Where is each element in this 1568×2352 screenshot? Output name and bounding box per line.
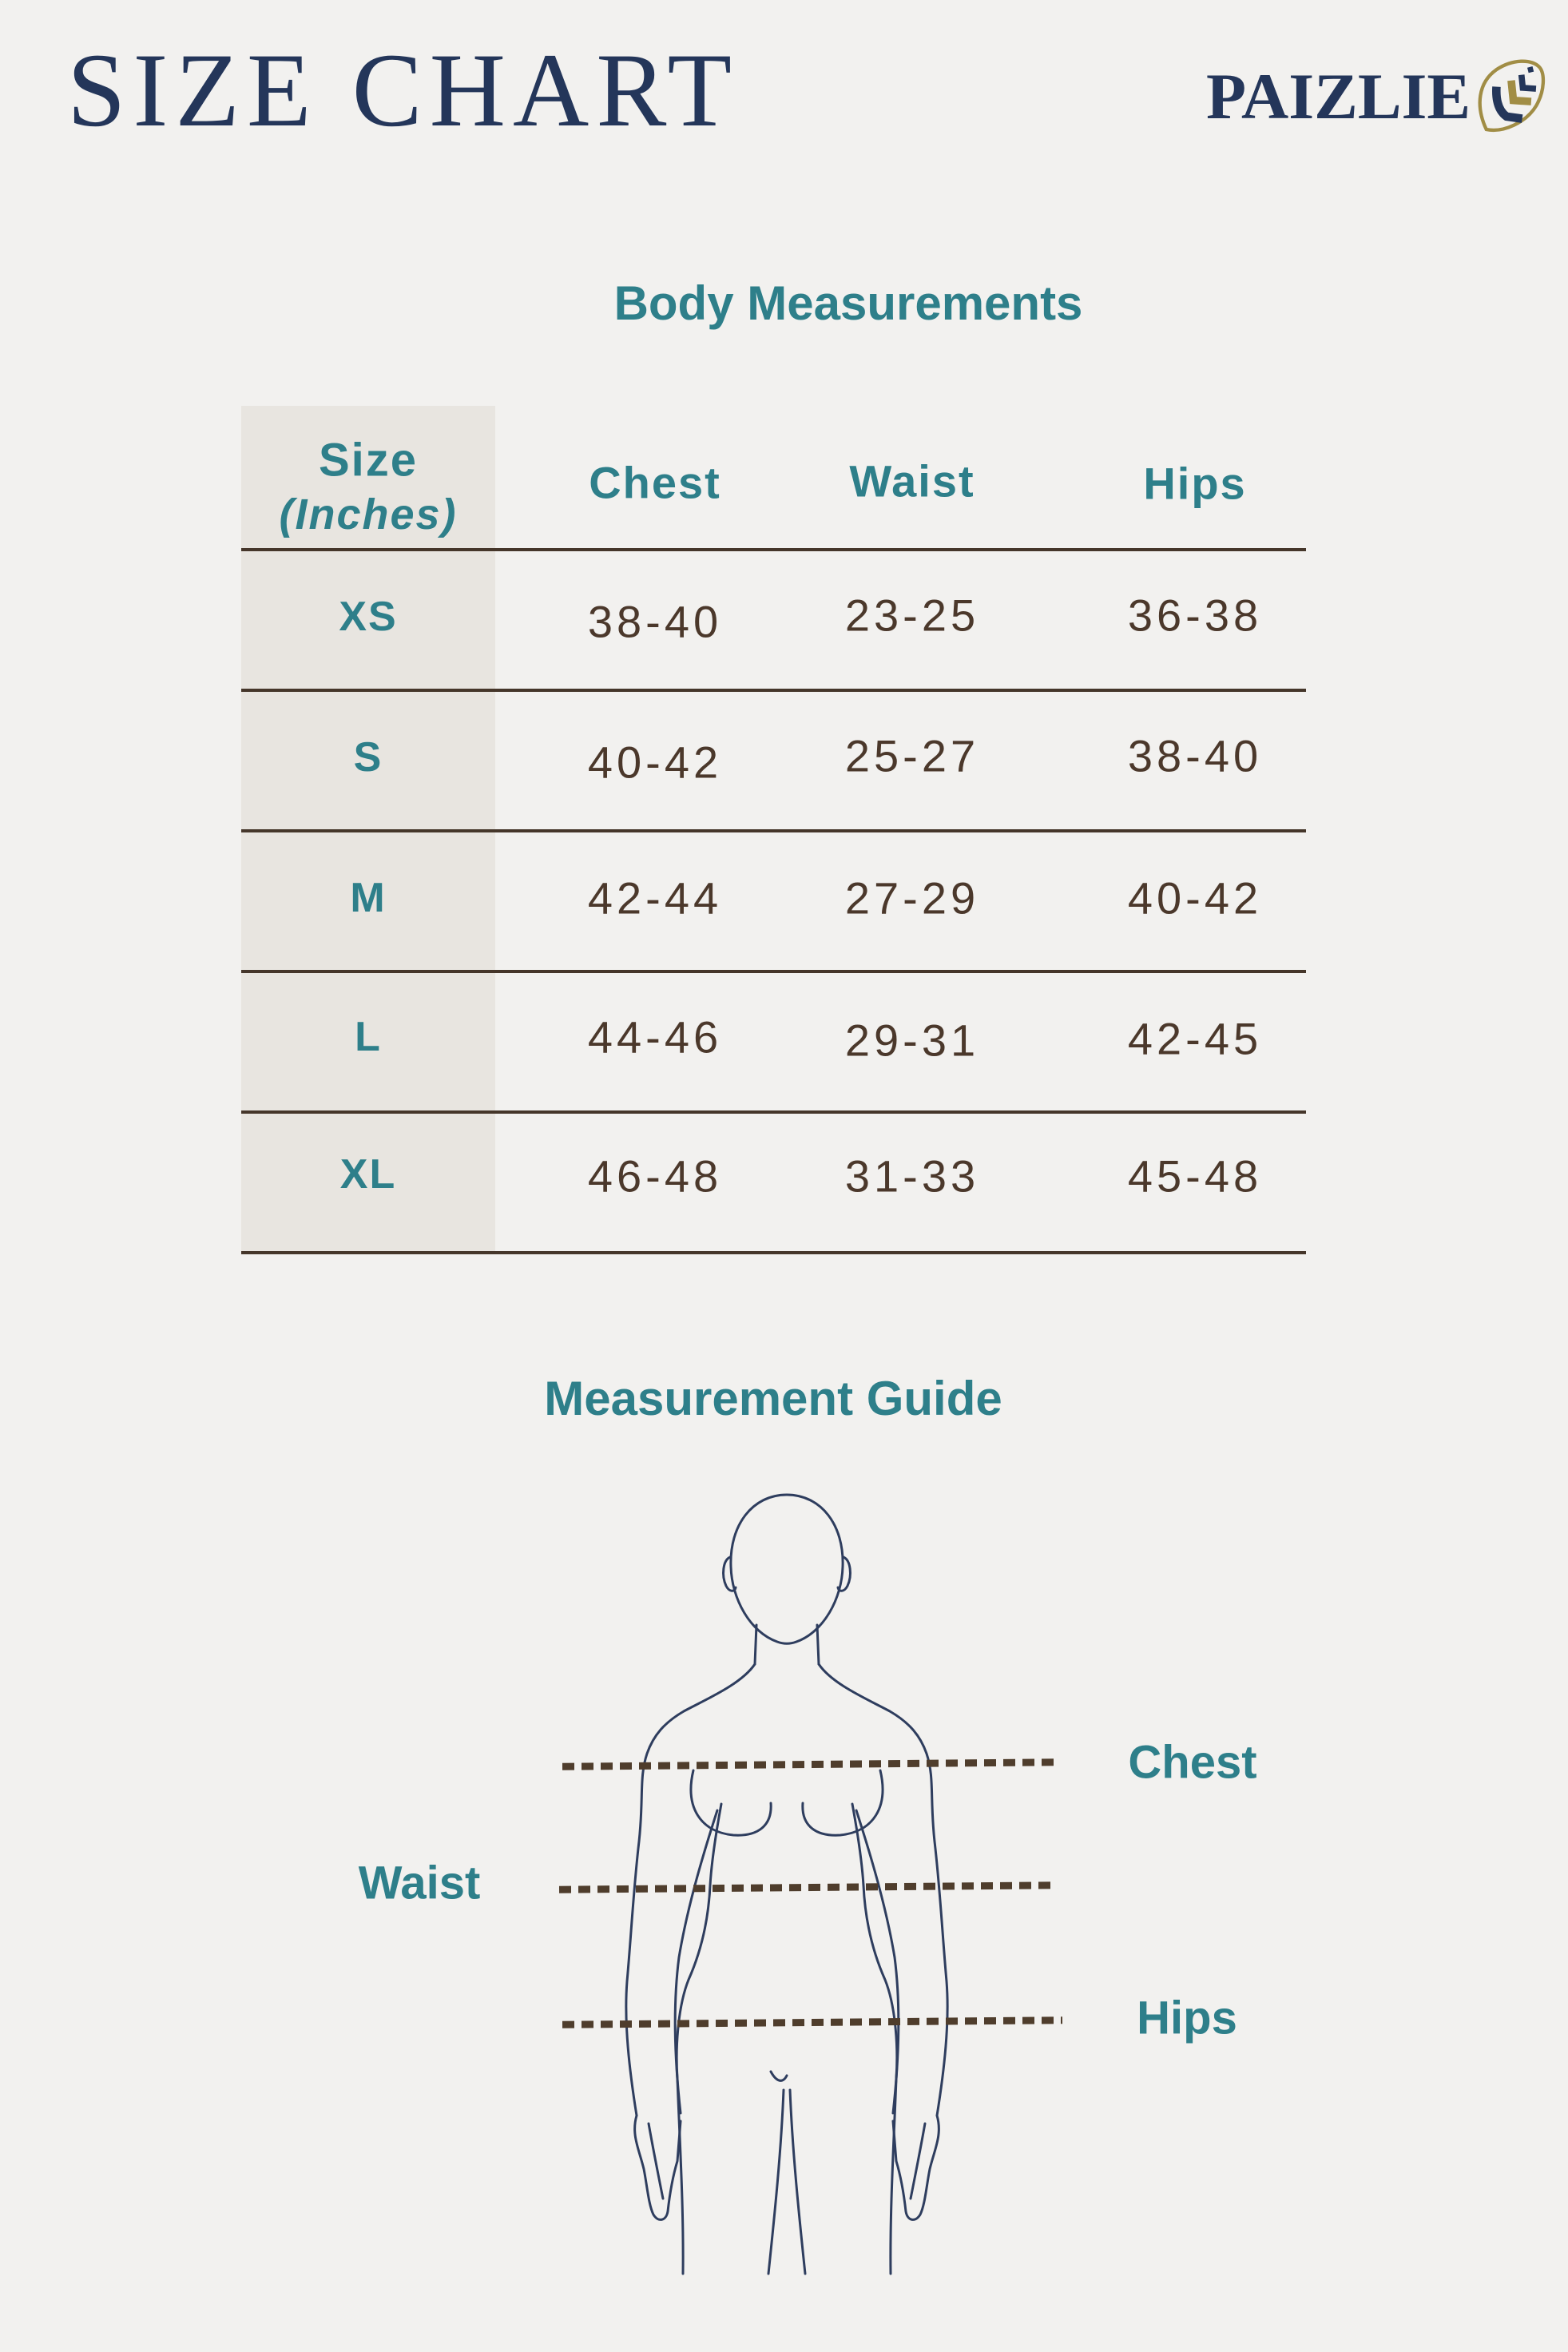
leaf-monogram-icon: [1478, 59, 1546, 132]
cell-waist: 25-27: [844, 730, 980, 781]
body-outline-figure: [625, 1493, 949, 2275]
cell-hips: 42-45: [1127, 1013, 1263, 1064]
cell-chest: 44-46: [587, 1011, 723, 1063]
guide-label-waist: Waist: [358, 1857, 481, 1909]
col-header-chest: Chest: [589, 457, 721, 508]
figure-head: [729, 1493, 844, 1645]
table-rule: [241, 548, 1306, 551]
cell-hips: 38-40: [1127, 730, 1263, 781]
body-measurements-title: Body Measurements: [613, 276, 1083, 330]
cell-chest: 40-42: [587, 737, 723, 788]
cell-waist: 29-31: [844, 1015, 980, 1066]
table-rule: [241, 1110, 1306, 1114]
col-header-size-units: (Inches): [279, 491, 458, 538]
measurement-guide-title: Measurement Guide: [544, 1372, 1002, 1425]
col-header-hips: Hips: [1143, 458, 1247, 509]
page-title: SIZE CHART: [67, 31, 740, 149]
cell-hips: 36-38: [1127, 590, 1263, 641]
brand-wordmark: PAIZLIE: [1206, 60, 1471, 133]
cell-waist: 27-29: [844, 872, 980, 924]
row-size-label: S: [353, 734, 383, 781]
table-rule: [241, 1251, 1306, 1254]
table-rule: [241, 970, 1306, 973]
figure-ear-left: [722, 1555, 737, 1592]
row-size-label: XS: [339, 594, 398, 640]
cell-hips: 40-42: [1127, 872, 1263, 924]
cell-chest: 46-48: [587, 1150, 723, 1202]
table-rule: [241, 689, 1306, 692]
row-size-label: XL: [339, 1151, 397, 1198]
table-rule: [241, 829, 1306, 832]
cell-chest: 38-40: [587, 596, 723, 647]
guide-label-chest: Chest: [1128, 1736, 1257, 1789]
brand-logo: PAIZLIE: [1206, 59, 1550, 134]
col-header-size: Size: [318, 434, 419, 487]
col-header-waist: Waist: [849, 455, 975, 507]
figure-ear-right: [836, 1555, 851, 1592]
cell-chest: 42-44: [587, 872, 723, 924]
guide-label-hips: Hips: [1137, 1992, 1237, 2044]
cell-hips: 45-48: [1127, 1150, 1263, 1202]
row-size-label: L: [355, 1014, 382, 1060]
size-table: Size (Inches) Chest Waist Hips XS 38-40 …: [241, 406, 1306, 1254]
row-size-label: M: [350, 875, 387, 921]
cell-waist: 23-25: [844, 590, 980, 641]
cell-waist: 31-33: [844, 1150, 980, 1202]
